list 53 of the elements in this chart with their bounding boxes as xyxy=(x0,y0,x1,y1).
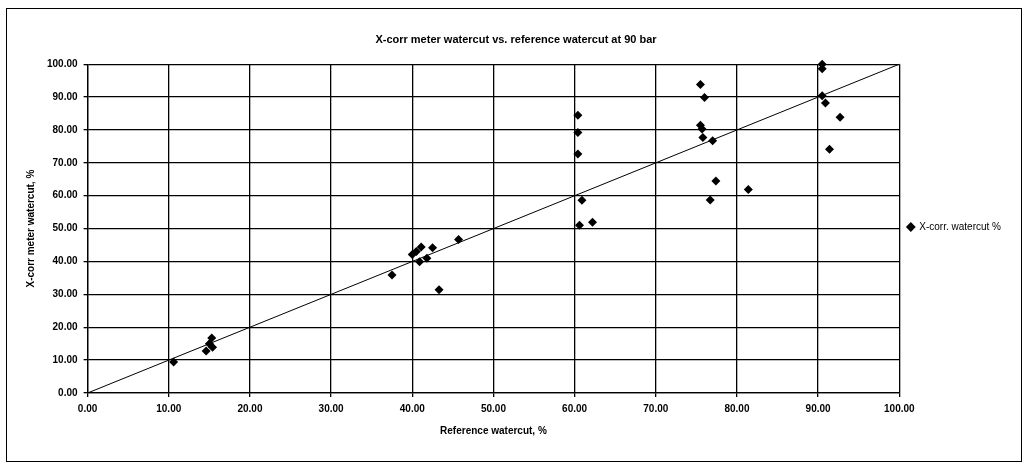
point xyxy=(416,242,426,252)
y-tick-label: 80.00 xyxy=(52,123,79,135)
point xyxy=(422,253,432,263)
x-tick-label: 40.00 xyxy=(399,402,426,414)
point xyxy=(700,92,709,102)
point xyxy=(201,346,211,356)
x-tick-label: 70.00 xyxy=(643,402,669,414)
x-tick-label: 80.00 xyxy=(724,402,750,414)
point xyxy=(711,176,721,186)
point xyxy=(415,257,425,267)
chart-title: X-corr meter watercut vs. reference watercut at 90 bar xyxy=(375,32,658,45)
y-axis-title: X-corr meter watercut, % xyxy=(24,169,36,288)
point xyxy=(428,243,438,253)
point xyxy=(835,112,845,122)
y-tick-label: 90.00 xyxy=(52,90,79,102)
point xyxy=(695,80,705,90)
x-tick-label: 100.00 xyxy=(884,402,916,414)
y-tick-label: 30.00 xyxy=(52,288,79,300)
y-tick-label: 70.00 xyxy=(52,156,79,168)
y-tick-label: 60.00 xyxy=(52,189,79,201)
point xyxy=(169,357,179,367)
point xyxy=(454,234,464,244)
point xyxy=(587,217,597,227)
x-tick-label: 20.00 xyxy=(237,402,263,414)
y-tick-label: 40.00 xyxy=(52,255,79,267)
point xyxy=(820,98,830,108)
x-tick-label: 50.00 xyxy=(480,402,507,414)
x-tick-label: 10.00 xyxy=(156,402,182,414)
y-tick-label: 50.00 xyxy=(52,222,79,234)
point xyxy=(204,339,214,349)
point xyxy=(434,285,444,295)
point xyxy=(573,149,583,159)
x-axis-title: Reference watercut, % xyxy=(440,424,547,436)
point xyxy=(743,184,753,194)
point xyxy=(574,220,584,230)
point xyxy=(387,270,397,280)
x-tick-label: 0.00 xyxy=(77,402,98,414)
y-tick-label: 100.00 xyxy=(46,57,79,69)
point xyxy=(825,144,834,154)
x-tick-label: 30.00 xyxy=(318,402,345,414)
x-tick-label: 60.00 xyxy=(562,402,588,414)
point xyxy=(577,195,587,205)
x-tick-label: 90.00 xyxy=(805,402,832,414)
point xyxy=(573,110,583,120)
point xyxy=(573,128,583,138)
point xyxy=(705,195,715,205)
y-tick-label: 10.00 xyxy=(52,353,79,365)
point xyxy=(698,133,708,143)
legend-label: X-corr. watercut % xyxy=(919,220,1002,232)
y-tick-label: 0.00 xyxy=(58,386,79,398)
y-tick-label: 20.00 xyxy=(52,320,79,332)
point xyxy=(708,136,718,146)
point xyxy=(817,91,827,101)
